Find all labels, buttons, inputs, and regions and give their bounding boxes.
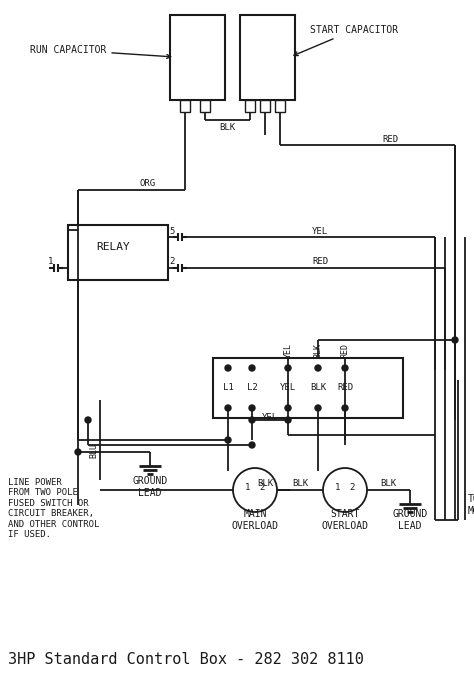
Text: 1: 1 — [335, 484, 341, 492]
Text: MAIN
OVERLOAD: MAIN OVERLOAD — [231, 509, 279, 530]
Text: BLU: BLU — [90, 443, 99, 458]
Circle shape — [315, 365, 321, 371]
Bar — [245, 100, 255, 112]
Circle shape — [225, 405, 231, 411]
Text: L2: L2 — [246, 383, 257, 392]
Circle shape — [249, 417, 255, 423]
Text: BLK: BLK — [380, 479, 396, 488]
Circle shape — [452, 337, 458, 343]
Circle shape — [225, 437, 231, 443]
Text: L1: L1 — [223, 383, 233, 392]
Circle shape — [342, 365, 348, 371]
Bar — [180, 100, 190, 112]
Text: ORG: ORG — [140, 180, 156, 189]
Circle shape — [315, 405, 321, 411]
Text: 5: 5 — [169, 227, 175, 236]
Bar — [213, 358, 403, 418]
Text: GROUND
LEAD: GROUND LEAD — [132, 476, 168, 498]
Text: 1: 1 — [48, 257, 54, 266]
Text: BLK: BLK — [292, 479, 308, 488]
Circle shape — [342, 405, 348, 411]
Text: YEL: YEL — [280, 383, 296, 392]
Text: RED: RED — [337, 383, 353, 392]
Text: YEL: YEL — [312, 227, 328, 236]
Text: BLK: BLK — [313, 343, 322, 358]
Bar — [260, 100, 270, 112]
Bar — [170, 15, 225, 100]
Text: TO
MOTOR: TO MOTOR — [468, 494, 474, 516]
Circle shape — [249, 405, 255, 411]
Text: RED: RED — [382, 135, 398, 144]
Text: BLK: BLK — [257, 479, 273, 488]
Text: START
OVERLOAD: START OVERLOAD — [321, 509, 368, 530]
Circle shape — [249, 365, 255, 371]
Text: 2: 2 — [169, 257, 175, 266]
Text: LINE POWER
FROM TWO POLE
FUSED SWITCH OR
CIRCUIT BREAKER,
AND OTHER CONTROL
IF U: LINE POWER FROM TWO POLE FUSED SWITCH OR… — [8, 478, 100, 539]
Circle shape — [75, 449, 81, 455]
Bar — [240, 15, 295, 100]
Circle shape — [285, 405, 291, 411]
Circle shape — [285, 365, 291, 371]
Text: BLK: BLK — [219, 123, 235, 131]
Text: YEL: YEL — [262, 413, 278, 422]
Text: 3HP Standard Control Box - 282 302 8110: 3HP Standard Control Box - 282 302 8110 — [8, 652, 364, 667]
Bar — [68, 225, 168, 280]
Circle shape — [225, 365, 231, 371]
Bar — [200, 100, 210, 112]
Text: 1: 1 — [246, 484, 251, 492]
Text: GROUND
LEAD: GROUND LEAD — [392, 509, 428, 530]
Text: START CAPACITOR: START CAPACITOR — [294, 25, 398, 56]
Circle shape — [249, 442, 255, 448]
Text: BLK: BLK — [310, 383, 326, 392]
Text: YEL: YEL — [283, 343, 292, 358]
Text: RELAY: RELAY — [96, 242, 130, 252]
Text: RUN CAPACITOR: RUN CAPACITOR — [30, 45, 171, 59]
Text: 2: 2 — [259, 484, 264, 492]
Circle shape — [285, 417, 291, 423]
Circle shape — [85, 417, 91, 423]
Text: RED: RED — [312, 257, 328, 266]
Text: 2: 2 — [349, 484, 355, 492]
Text: RED: RED — [340, 343, 349, 358]
Bar — [275, 100, 285, 112]
